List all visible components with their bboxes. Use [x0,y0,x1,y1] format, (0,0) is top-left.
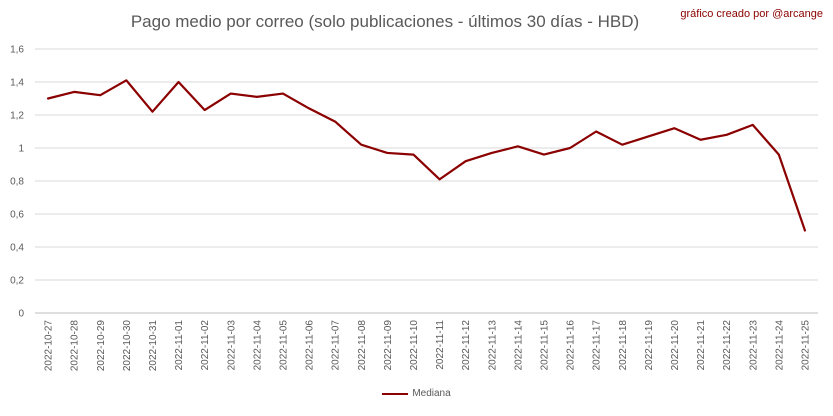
x-tick-label: 2022-11-03 [226,320,237,371]
x-tick-label: 2022-10-27 [44,320,55,372]
x-tick-label: 2022-11-01 [174,320,185,371]
x-tick-label: 2022-10-30 [122,320,133,372]
y-tick-label: 0,4 [10,243,24,254]
y-tick-label: 0,8 [10,177,24,188]
x-tick-label: 2022-11-21 [696,320,707,371]
x-tick-label: 2022-11-17 [592,320,603,371]
x-tick-label: 2022-11-12 [461,320,472,371]
x-tick-label: 2022-10-31 [148,320,159,372]
x-tick-label: 2022-11-04 [252,320,263,371]
x-tick-label: 2022-11-20 [670,320,681,371]
x-tick-label: 2022-10-29 [96,320,107,372]
x-tick-label: 2022-11-25 [800,320,811,371]
series-line-mediana [46,79,807,232]
x-tick-label: 2022-11-18 [618,320,629,371]
y-tick-label: 1,2 [10,111,24,122]
x-tick-label: 2022-11-22 [722,320,733,371]
x-tick-label: 2022-11-08 [357,320,368,371]
x-tick-label: 2022-11-02 [200,320,211,371]
y-tick-label: 0 [18,309,24,320]
x-tick-label: 2022-11-16 [566,320,577,371]
x-tick-label: 2022-11-23 [748,320,759,371]
x-tick-label: 2022-11-10 [409,320,420,371]
x-tick-label: 2022-11-24 [774,320,785,371]
legend-swatch [382,392,409,395]
credit-text: gráfico creado por @arcange [680,8,823,20]
x-tick-label: 2022-11-09 [383,320,394,371]
x-tick-label: 2022-11-15 [539,320,550,371]
legend-label: Mediana [412,388,451,399]
y-tick-label: 0,6 [10,210,24,221]
x-tick-label: 2022-11-11 [435,320,446,370]
x-tick-label: 2022-11-19 [644,320,655,371]
x-tick-label: 2022-11-13 [487,320,498,371]
y-tick-label: 1,6 [10,45,24,56]
x-tick-label: 2022-11-06 [305,320,316,371]
y-tick-label: 1,4 [10,78,24,89]
legend: Mediana [0,388,833,399]
chart-title: Pago medio por correo (solo publicacione… [130,12,640,31]
x-tick-label: 2022-10-28 [70,320,81,372]
x-tick-label: 2022-11-07 [331,320,342,371]
x-tick-label: 2022-11-14 [513,320,524,371]
y-tick-label: 0,2 [10,276,24,287]
x-tick-label: 2022-11-05 [278,320,289,371]
y-tick-label: 1 [18,144,24,155]
